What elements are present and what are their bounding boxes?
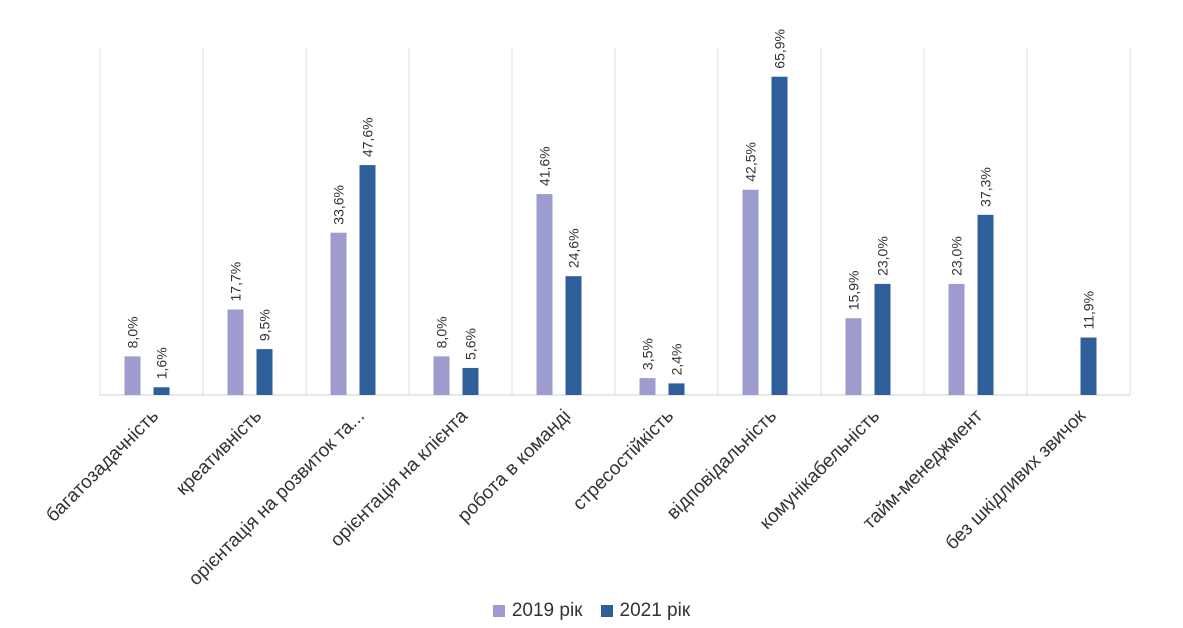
bar-2019	[124, 356, 141, 395]
data-label: 33,6%	[331, 185, 347, 225]
bar-2021	[462, 367, 479, 395]
bar-2019	[330, 232, 347, 395]
legend-swatch-2021	[600, 605, 613, 617]
data-label: 24,6%	[566, 228, 582, 268]
category-label: відповідальність	[663, 406, 781, 524]
data-label: 37,3%	[978, 167, 994, 207]
bar-2021	[1080, 337, 1097, 395]
data-label: 15,9%	[846, 270, 862, 310]
category-label: креативність	[172, 406, 266, 500]
data-label: 1,6%	[154, 347, 170, 379]
category-label: орієнтація на розвиток та...	[185, 406, 369, 590]
legend-item-2021: 2021 рік	[600, 600, 691, 622]
data-label: 9,5%	[257, 309, 273, 341]
data-label: 11,9%	[1081, 291, 1097, 330]
bar-2019	[639, 378, 656, 395]
chart-legend: 2019 рік 2021 рік	[0, 598, 1183, 624]
legend-label-2019: 2019 рік	[511, 600, 583, 621]
bar-2021	[256, 349, 273, 395]
bar-chart: 8,0% 17,7% 33,6% 8,0% 41,6% 3,5% 42,5% 15,9% 23,…	[42, 29, 1131, 590]
data-label: 23,0%	[949, 236, 965, 276]
bar-2021	[874, 283, 891, 395]
data-label: 2,4%	[669, 343, 685, 375]
bar-2019	[227, 309, 244, 395]
bar-2021	[153, 387, 170, 395]
category-label: робота в команді	[454, 406, 575, 527]
data-label: 47,6%	[360, 117, 376, 157]
bar-2021	[359, 165, 376, 395]
data-label: 8,0%	[125, 316, 141, 348]
data-label: 8,0%	[434, 316, 450, 348]
bar-2021	[977, 214, 994, 395]
bar-2021	[771, 76, 788, 395]
data-label: 65,9%	[772, 29, 788, 69]
bar-2019	[742, 189, 759, 395]
data-label: 23,0%	[875, 236, 891, 276]
bar-2019	[948, 283, 965, 395]
data-label: 3,5%	[640, 338, 656, 370]
data-label: 42,5%	[743, 142, 759, 182]
legend-item-2019: 2019 рік	[492, 600, 583, 622]
bar-2019	[845, 318, 862, 395]
legend-label-2021: 2021 рік	[619, 600, 691, 621]
category-label: багатозадачність	[42, 406, 163, 527]
data-label: 5,6%	[463, 328, 479, 360]
bar-2019	[433, 356, 450, 395]
data-label: 41,6%	[537, 146, 553, 186]
category-label: стресостійкість	[569, 406, 678, 515]
legend-swatch-2019	[492, 605, 505, 617]
bar-2019	[536, 194, 553, 395]
bar-2021	[668, 383, 685, 395]
data-label: 17,7%	[228, 262, 244, 302]
bar-2021	[565, 276, 582, 395]
